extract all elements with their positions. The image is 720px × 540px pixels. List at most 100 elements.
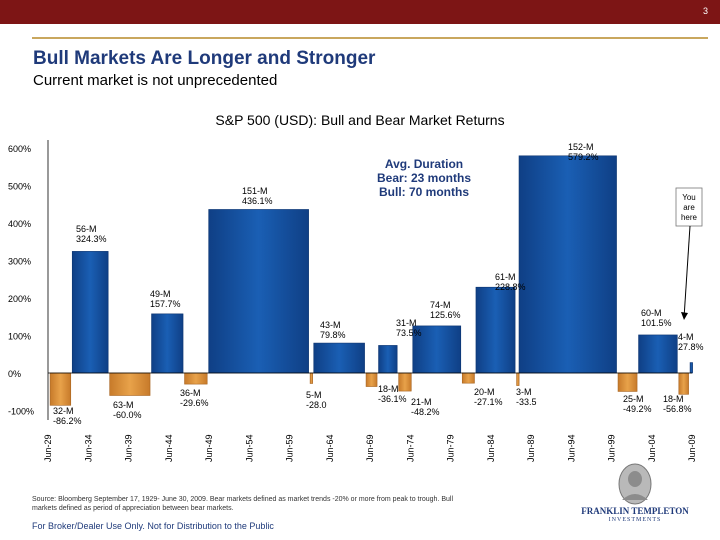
x-tick-label: Jun-29 — [43, 434, 53, 462]
bull-market-bar — [638, 334, 678, 374]
bar-months: 36-M — [180, 388, 201, 398]
bar-return: 101.5% — [641, 318, 672, 328]
avg-duration-text: Bear: 23 months — [377, 171, 471, 185]
bear-market-bar — [516, 372, 520, 386]
bear-market-bar — [184, 372, 208, 385]
bar-months: 31-M — [396, 318, 417, 328]
bull-market-bar — [151, 313, 184, 374]
bar-months: 21-M — [411, 397, 432, 407]
bar-return: -56.8% — [663, 404, 692, 414]
bull-market-bar — [208, 209, 309, 374]
logo-sub: INVESTMENTS — [608, 517, 662, 523]
arrow-head-icon — [681, 312, 688, 320]
bear-market-bar — [109, 372, 151, 396]
x-tick-label: Jun-69 — [365, 434, 375, 462]
franklin-templeton-logo: FRANKLIN TEMPLETON INVESTMENTS — [570, 462, 700, 526]
bar-data-label: 151-M 436.1% — [242, 186, 273, 206]
you-are-here-text: here — [681, 213, 698, 222]
bar-months: 25-M — [623, 394, 644, 404]
x-tick-label: Jun-74 — [405, 434, 415, 462]
bar-months: 60-M — [641, 308, 662, 318]
portrait-icon — [618, 463, 652, 505]
bar-data-label: 49-M 157.7% — [150, 289, 181, 309]
bear-market-bar — [49, 372, 72, 406]
x-tick-label: Jun-44 — [164, 434, 174, 462]
x-tick-label: Jun-39 — [124, 434, 134, 462]
bar-return: 157.7% — [150, 299, 181, 309]
bar-months: 5-M — [306, 390, 322, 400]
you-are-here-text: are — [683, 203, 695, 212]
bar-months: 74-M — [430, 300, 451, 310]
bear-market-bar — [365, 372, 378, 387]
bar-data-label: 32-M -86.2% — [53, 406, 82, 426]
bar-data-label: 25-M -49.2% — [623, 394, 652, 414]
y-tick-label: 100% — [8, 332, 31, 342]
y-tick-label: 600% — [8, 144, 31, 154]
bar-months: 49-M — [150, 289, 171, 299]
bar-data-label: 18-M -56.8% — [663, 394, 692, 414]
bear-market-bar — [309, 372, 313, 384]
bear-market-bar — [398, 372, 412, 392]
bar-data-label: 56-M 324.3% — [76, 224, 107, 244]
bar-months: 32-M — [53, 406, 74, 416]
x-tick-label: Jun-79 — [446, 434, 456, 462]
bar-data-label: 20-M -27.1% — [474, 387, 503, 407]
bar-months: 20-M — [474, 387, 495, 397]
x-tick-label: Jun-94 — [566, 434, 576, 462]
you-are-here-box — [675, 187, 703, 227]
bar-data-label: 3-M -33.5 — [516, 387, 537, 407]
x-tick-label: Jun-54 — [244, 434, 254, 462]
bear-market-bar — [461, 372, 475, 384]
bar-months: 63-M — [113, 400, 134, 410]
bar-return: -33.5 — [516, 397, 537, 407]
x-tick-label: Jun-99 — [607, 434, 617, 462]
y-tick-label: 300% — [8, 257, 31, 267]
bar-data-label: 61-M 228.8% — [495, 272, 526, 292]
bull-market-bar — [71, 251, 109, 374]
x-tick-label: Jun-89 — [526, 434, 536, 462]
bar-return: 79.8% — [320, 330, 346, 340]
bar-return: -60.0% — [113, 410, 142, 420]
bull-market-bar — [412, 325, 462, 374]
bar-months: 3-M — [516, 387, 532, 397]
x-tick-label: Jun-04 — [647, 434, 657, 462]
bar-return: -27.1% — [474, 397, 503, 407]
x-tick-label: Jun-49 — [204, 434, 214, 462]
chart-title: S&P 500 (USD): Bull and Bear Market Retu… — [215, 112, 505, 128]
bar-data-label: 152-M 579.2% — [568, 142, 599, 162]
page-number: 3 — [702, 6, 708, 16]
bar-return: -86.2% — [53, 416, 82, 426]
bar-data-label: 18-M -36.1% — [378, 384, 407, 404]
bar-months: 43-M — [320, 320, 341, 330]
bar-months: 18-M — [378, 384, 399, 394]
bar-months: 151-M — [242, 186, 268, 196]
y-tick-label: 500% — [8, 182, 31, 192]
bull-market-bar — [475, 286, 516, 374]
bar-data-label: 60-M 101.5% — [641, 308, 672, 328]
bar-data-label: 31-M 73.5% — [396, 318, 422, 338]
x-tick-label: Jun-64 — [325, 434, 335, 462]
bear-market-bar — [617, 372, 638, 392]
bar-return: 579.2% — [568, 152, 599, 162]
page-title: Bull Markets Are Longer and Stronger — [33, 48, 376, 69]
bar-data-label: 5-M -28.0 — [306, 390, 327, 410]
bar-return: 27.8% — [678, 342, 704, 352]
bar-data-label: 21-M -48.2% — [411, 397, 440, 417]
bar-return: 324.3% — [76, 234, 107, 244]
bull-market-bar — [313, 342, 365, 374]
bar-return: -29.6% — [180, 398, 209, 408]
title-rule — [32, 37, 708, 39]
bull-market-bar — [689, 362, 693, 374]
x-tick-label: Jun-09 — [687, 434, 697, 462]
bar-return: 73.5% — [396, 328, 422, 338]
avg-duration-text: Avg. Duration — [385, 157, 463, 171]
x-tick-label: Jun-84 — [486, 434, 496, 462]
bar-return: 125.6% — [430, 310, 461, 320]
y-tick-label: 400% — [8, 219, 31, 229]
bar-data-label: 63-M -60.0% — [113, 400, 142, 420]
page-subtitle: Current market is not unprecedented — [33, 72, 278, 89]
logo-name: FRANKLIN TEMPLETON — [581, 506, 689, 516]
bull-market-bar — [518, 155, 617, 374]
x-tick-label: Jun-34 — [83, 434, 93, 462]
